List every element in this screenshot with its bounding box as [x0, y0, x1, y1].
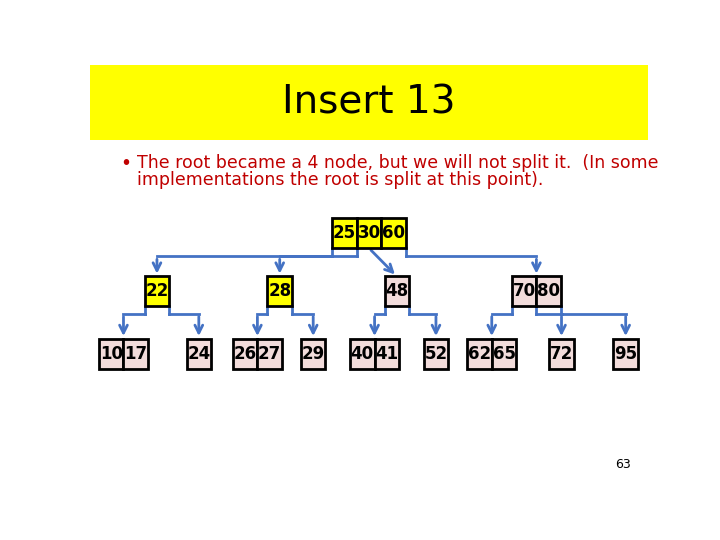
Bar: [613, 339, 638, 369]
Text: 65: 65: [492, 345, 516, 363]
Bar: [423, 339, 449, 369]
Text: 48: 48: [385, 282, 408, 300]
Bar: [492, 339, 516, 369]
Text: 80: 80: [537, 282, 560, 300]
Text: 95: 95: [614, 345, 637, 363]
Bar: [382, 218, 406, 248]
Bar: [374, 339, 399, 369]
Text: 24: 24: [187, 345, 210, 363]
Text: 26: 26: [233, 345, 257, 363]
Text: 22: 22: [145, 282, 168, 300]
Text: 41: 41: [375, 345, 398, 363]
Bar: [332, 218, 356, 248]
Text: 17: 17: [124, 345, 148, 363]
Text: 28: 28: [268, 282, 292, 300]
Text: 52: 52: [424, 345, 448, 363]
Bar: [233, 339, 258, 369]
Bar: [186, 339, 211, 369]
Text: 62: 62: [468, 345, 491, 363]
Bar: [267, 276, 292, 306]
Text: 40: 40: [351, 345, 374, 363]
Bar: [536, 276, 561, 306]
Text: 27: 27: [258, 345, 282, 363]
Text: 70: 70: [513, 282, 536, 300]
Text: implementations the root is split at this point).: implementations the root is split at thi…: [138, 171, 544, 189]
Bar: [90, 65, 648, 140]
Text: 60: 60: [382, 224, 405, 242]
Text: 72: 72: [550, 345, 573, 363]
Text: 10: 10: [99, 345, 122, 363]
Bar: [549, 339, 574, 369]
Bar: [124, 339, 148, 369]
Bar: [356, 218, 382, 248]
Bar: [99, 339, 124, 369]
Bar: [258, 339, 282, 369]
Bar: [384, 276, 409, 306]
Text: 29: 29: [302, 345, 325, 363]
Text: •: •: [121, 154, 132, 173]
Bar: [512, 276, 536, 306]
Text: 63: 63: [616, 458, 631, 471]
Text: 25: 25: [333, 224, 356, 242]
Bar: [145, 276, 169, 306]
Bar: [301, 339, 325, 369]
Text: The root became a 4 node, but we will not split it.  (In some: The root became a 4 node, but we will no…: [138, 154, 659, 172]
Bar: [350, 339, 374, 369]
Text: 30: 30: [357, 224, 381, 242]
Bar: [467, 339, 492, 369]
Text: Insert 13: Insert 13: [282, 83, 456, 121]
